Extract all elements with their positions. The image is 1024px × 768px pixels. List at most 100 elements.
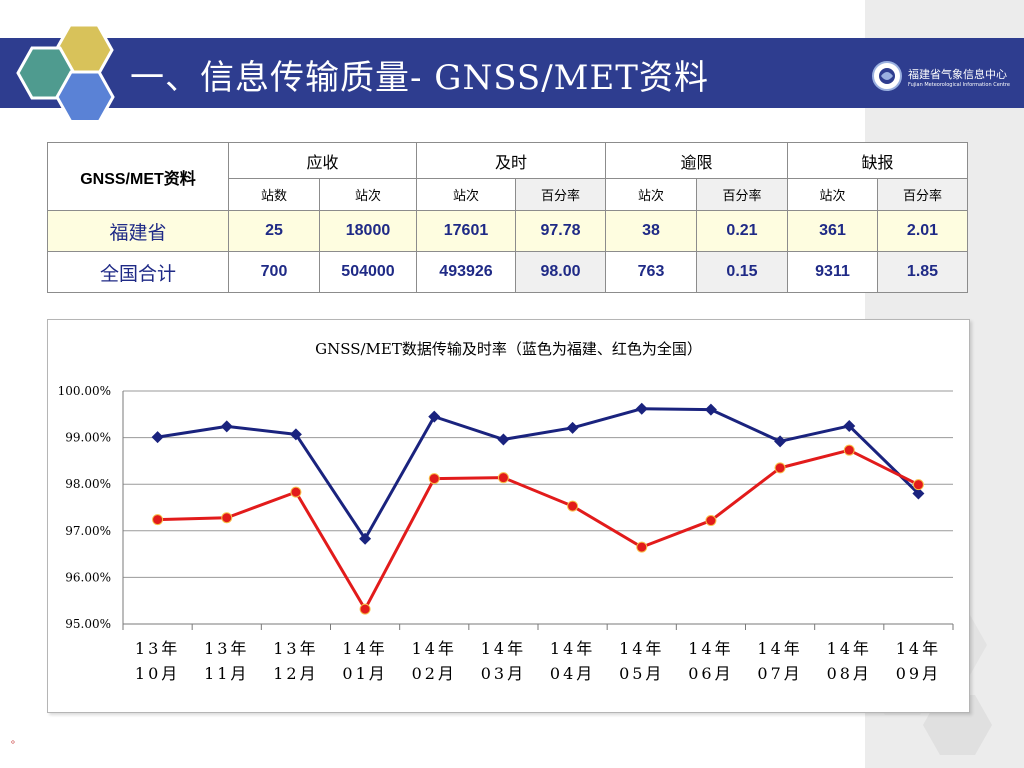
y-tick-label: 95.00%: [65, 617, 111, 631]
data-point: [566, 421, 579, 434]
x-tick-label: 13年: [273, 639, 318, 658]
table-cell: 493926: [416, 251, 516, 293]
x-tick-label: 14年: [481, 639, 526, 658]
table-cell: 97.78: [515, 210, 606, 252]
x-tick-label: 04月: [550, 664, 595, 683]
x-tick-label: 14年: [827, 639, 872, 658]
line-chart: 95.00% 96.00% 97.00% 98.00% 99.00% 100.00% 13年…: [58, 384, 954, 683]
data-point: [359, 603, 371, 615]
group-header: 缺报: [787, 142, 968, 179]
x-tick-label: 12月: [273, 664, 318, 683]
data-point: [705, 515, 717, 527]
title-bar: [0, 38, 865, 108]
table-cell: 18000: [319, 210, 417, 252]
x-tick-label: 14年: [619, 639, 664, 658]
table-cell: 98.00: [515, 251, 606, 293]
sub-header: 站次: [319, 178, 417, 211]
sub-header: 站次: [605, 178, 697, 211]
x-tick-label: 14年: [688, 639, 733, 658]
table-cell: 1.85: [877, 251, 968, 293]
table-corner-header: GNSS/MET资料: [47, 142, 229, 211]
data-point: [497, 433, 510, 446]
x-tick-label: 03月: [481, 664, 526, 683]
footnote-mark: 。: [11, 735, 21, 746]
logo-text: 福建省气象信息中心: [908, 68, 1007, 81]
data-point: [220, 420, 233, 433]
x-tick-label: 11月: [204, 664, 249, 683]
title-hexagon-icons: [16, 23, 115, 120]
group-header: 应收: [228, 142, 417, 179]
data-point: [290, 486, 302, 498]
data-point: [912, 479, 924, 491]
data-point: [774, 462, 786, 474]
data-point: [289, 428, 302, 441]
x-tick-label: 02月: [412, 664, 457, 683]
table-cell: 700: [228, 251, 320, 293]
sub-header: 站数: [228, 178, 320, 211]
data-point: [152, 514, 164, 526]
sub-header: 站次: [416, 178, 516, 211]
chart-title: GNSS/MET数据传输及时率（蓝色为福建、红色为全国）: [315, 340, 702, 358]
group-header: 及时: [416, 142, 606, 179]
x-tick-label: 07月: [757, 664, 802, 683]
table-cell: 25: [228, 210, 320, 252]
table-cell: 0.15: [696, 251, 788, 293]
table-cell: 504000: [319, 251, 417, 293]
x-tick-label: 14年: [896, 639, 941, 658]
table-cell: 17601: [416, 210, 516, 252]
x-tick-label: 13年: [204, 639, 249, 658]
x-tick-label: 14年: [342, 639, 387, 658]
table-cell: 38: [605, 210, 697, 252]
logo-subtext: Fujian Meteorological Information Centre: [908, 82, 1010, 88]
data-point: [704, 403, 717, 416]
x-tick-label: 10月: [135, 664, 180, 683]
page-title: 一、信息传输质量- GNSS/MET资料: [130, 58, 709, 98]
table-cell: 2.01: [877, 210, 968, 252]
y-tick-label: 100.00%: [58, 384, 111, 398]
data-point: [428, 410, 441, 423]
stats-table: GNSS/MET资料 应收 及时 逾限 缺报 站数 站次 站次 百分率 站次 百…: [47, 142, 968, 293]
sub-header: 百分率: [877, 178, 968, 211]
data-point: [912, 487, 925, 500]
data-point: [843, 419, 856, 432]
sub-header: 百分率: [696, 178, 788, 211]
data-point: [497, 472, 509, 484]
table-row: 福建省 25 18000 17601 97.78 38 0.21 361 2.0…: [47, 210, 968, 252]
x-tick-label: 13年: [135, 639, 180, 658]
data-point: [567, 500, 579, 512]
x-tick-label: 08月: [827, 664, 872, 683]
data-point: [428, 473, 440, 485]
x-tick-label: 05月: [619, 664, 664, 683]
series-line: [157, 448, 920, 611]
table-cell: 0.21: [696, 210, 788, 252]
x-tick-label: 09月: [896, 664, 941, 683]
series-line: [157, 407, 920, 541]
row-label: 福建省: [47, 210, 229, 252]
data-point: [221, 512, 233, 524]
row-label: 全国合计: [47, 251, 229, 293]
x-tick-label: 14年: [757, 639, 802, 658]
x-tick-label: 06月: [688, 664, 733, 683]
chart-container: GNSS/MET数据传输及时率（蓝色为福建、红色为全国） 95.00% 96.00…: [47, 319, 970, 713]
sub-header: 站次: [787, 178, 878, 211]
table-cell: 361: [787, 210, 878, 252]
table-cell: 763: [605, 251, 697, 293]
y-tick-label: 99.00%: [65, 431, 111, 445]
y-tick-label: 98.00%: [65, 477, 111, 491]
y-tick-label: 97.00%: [65, 524, 111, 538]
table-cell: 9311: [787, 251, 878, 293]
table-row: 全国合计 700 504000 493926 98.00 763 0.15 93…: [47, 251, 968, 293]
x-tick-label: 01月: [342, 664, 387, 683]
data-point: [774, 435, 787, 448]
data-point: [636, 541, 648, 553]
x-tick-label: 14年: [412, 639, 457, 658]
data-point: [151, 431, 164, 444]
data-point: [635, 402, 648, 415]
y-tick-label: 96.00%: [65, 570, 111, 584]
logo-icon: [872, 61, 902, 91]
data-point: [843, 444, 855, 456]
group-header: 逾限: [605, 142, 788, 179]
data-point: [359, 532, 372, 545]
x-tick-label: 14年: [550, 639, 595, 658]
sub-header: 百分率: [515, 178, 606, 211]
